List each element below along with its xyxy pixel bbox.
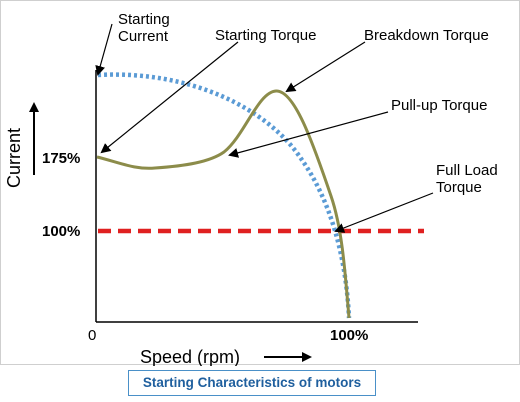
pullup-torque-label: Pull-up Torque (391, 97, 487, 114)
motor-characteristics-diagram: Starting Current Starting Torque Breakdo… (4, 11, 498, 366)
breakdown-torque-arrow (285, 41, 366, 93)
x-100-label: 100% (330, 327, 368, 344)
starting-current-label-line2: Current (118, 28, 169, 45)
tick-label-175: 175% (42, 150, 80, 167)
breakdown-torque-label: Breakdown Torque (364, 27, 489, 44)
y-axis-title: Current (4, 128, 24, 188)
diagram-caption: Starting Characteristics of motors (128, 370, 376, 396)
full-load-torque-label-line2: Torque (436, 179, 482, 196)
starting-torque-arrow (100, 41, 239, 154)
x-axis-title: Speed (rpm) (140, 347, 240, 366)
starting-current-label-line1: Starting (118, 11, 170, 28)
starting-current-arrow (95, 23, 113, 76)
pullup-torque-arrow (228, 111, 389, 158)
current-curve (97, 72, 352, 319)
torque-curve (96, 89, 351, 319)
full-load-torque-label-line1: Full Load (436, 162, 498, 179)
tick-label-100: 100% (42, 223, 80, 240)
starting-torque-label: Starting Torque (215, 27, 316, 44)
origin-label: 0 (88, 327, 96, 344)
full-load-torque-arrow (334, 192, 434, 233)
